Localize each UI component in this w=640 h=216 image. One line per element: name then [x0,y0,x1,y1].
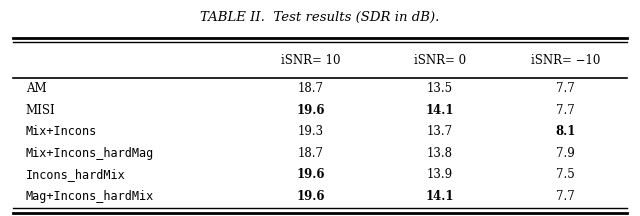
Text: TABLE II.  Test results (SDR in dB).: TABLE II. Test results (SDR in dB). [200,11,440,24]
Text: 19.6: 19.6 [296,190,325,203]
Text: 19.6: 19.6 [296,104,325,117]
Text: 18.7: 18.7 [298,82,324,95]
Text: iSNR= 10: iSNR= 10 [281,54,340,67]
Text: 8.1: 8.1 [556,125,576,138]
Text: Mix+Incons: Mix+Incons [26,125,97,138]
Text: iSNR= −10: iSNR= −10 [531,54,600,67]
Text: 18.7: 18.7 [298,147,324,160]
Text: 13.9: 13.9 [427,168,453,181]
Text: 7.7: 7.7 [556,190,575,203]
Text: MISI: MISI [26,104,55,117]
Text: 14.1: 14.1 [426,104,454,117]
Text: AM: AM [26,82,46,95]
Text: 19.3: 19.3 [298,125,324,138]
Text: 13.5: 13.5 [427,82,453,95]
Text: iSNR= 0: iSNR= 0 [413,54,466,67]
Text: Mag+Incons_hardMix: Mag+Incons_hardMix [26,190,154,203]
Text: 7.5: 7.5 [556,168,575,181]
Text: 7.7: 7.7 [556,82,575,95]
Text: 7.9: 7.9 [556,147,575,160]
Text: Mix+Incons_hardMag: Mix+Incons_hardMag [26,147,154,160]
Text: Incons_hardMix: Incons_hardMix [26,168,125,181]
Text: 14.1: 14.1 [426,190,454,203]
Text: 13.7: 13.7 [427,125,453,138]
Text: 19.6: 19.6 [296,168,325,181]
Text: 7.7: 7.7 [556,104,575,117]
Text: 13.8: 13.8 [427,147,453,160]
